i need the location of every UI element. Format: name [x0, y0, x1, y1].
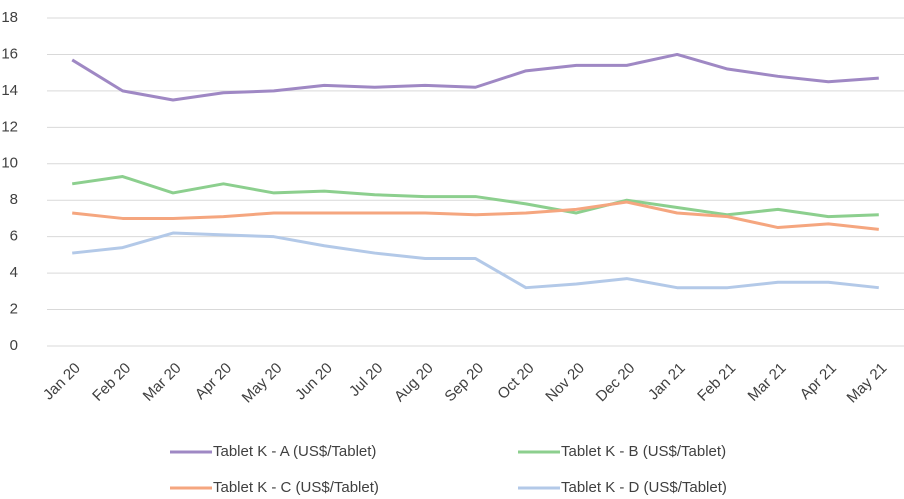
y-tick-label: 6	[10, 228, 18, 245]
x-tick-label: Dec 20	[593, 360, 639, 406]
x-tick-label: Mar 21	[745, 360, 790, 405]
series-line	[71, 175, 879, 219]
y-tick-label: 4	[10, 264, 18, 281]
x-tick-label: Oct 20	[494, 360, 537, 403]
x-tick-label: Feb 21	[694, 360, 739, 405]
x-tick-label: Jan 21	[645, 360, 689, 404]
x-tick-label: Aug 20	[391, 360, 437, 406]
y-tick-label: 18	[1, 9, 18, 26]
legend-label: Tablet K - B (US$/Tablet)	[561, 443, 726, 460]
y-tick-label: 12	[1, 118, 18, 135]
legend-label: Tablet K - C (US$/Tablet)	[213, 479, 379, 496]
series-line	[72, 200, 879, 231]
x-tick-label: Nov 20	[542, 360, 588, 406]
y-tick-label: 14	[1, 82, 18, 99]
y-tick-label: 16	[1, 45, 18, 62]
x-tick-label: Feb 20	[89, 360, 134, 405]
x-tick-label: Sep 20	[441, 360, 487, 406]
x-tick-label: Apr 21	[797, 360, 840, 403]
x-tick-label: Jan 20	[40, 360, 84, 404]
x-tick-label: Jul 20	[346, 360, 386, 400]
x-tick-label: Apr 20	[192, 360, 235, 403]
y-tick-label: 0	[10, 337, 18, 354]
y-tick-label: 8	[10, 191, 18, 208]
x-tick-label: May 20	[239, 360, 286, 407]
x-tick-label: Mar 20	[140, 360, 185, 405]
y-tick-label: 2	[10, 301, 18, 318]
x-tick-label: Jun 20	[292, 360, 336, 404]
y-tick-label: 10	[1, 155, 18, 172]
series-line	[71, 52, 879, 102]
legend-label: Tablet K - A (US$/Tablet)	[213, 443, 376, 460]
x-tick-label: May 21	[844, 360, 891, 407]
legend-label: Tablet K - D (US$/Tablet)	[561, 479, 727, 496]
series-line	[72, 231, 879, 290]
